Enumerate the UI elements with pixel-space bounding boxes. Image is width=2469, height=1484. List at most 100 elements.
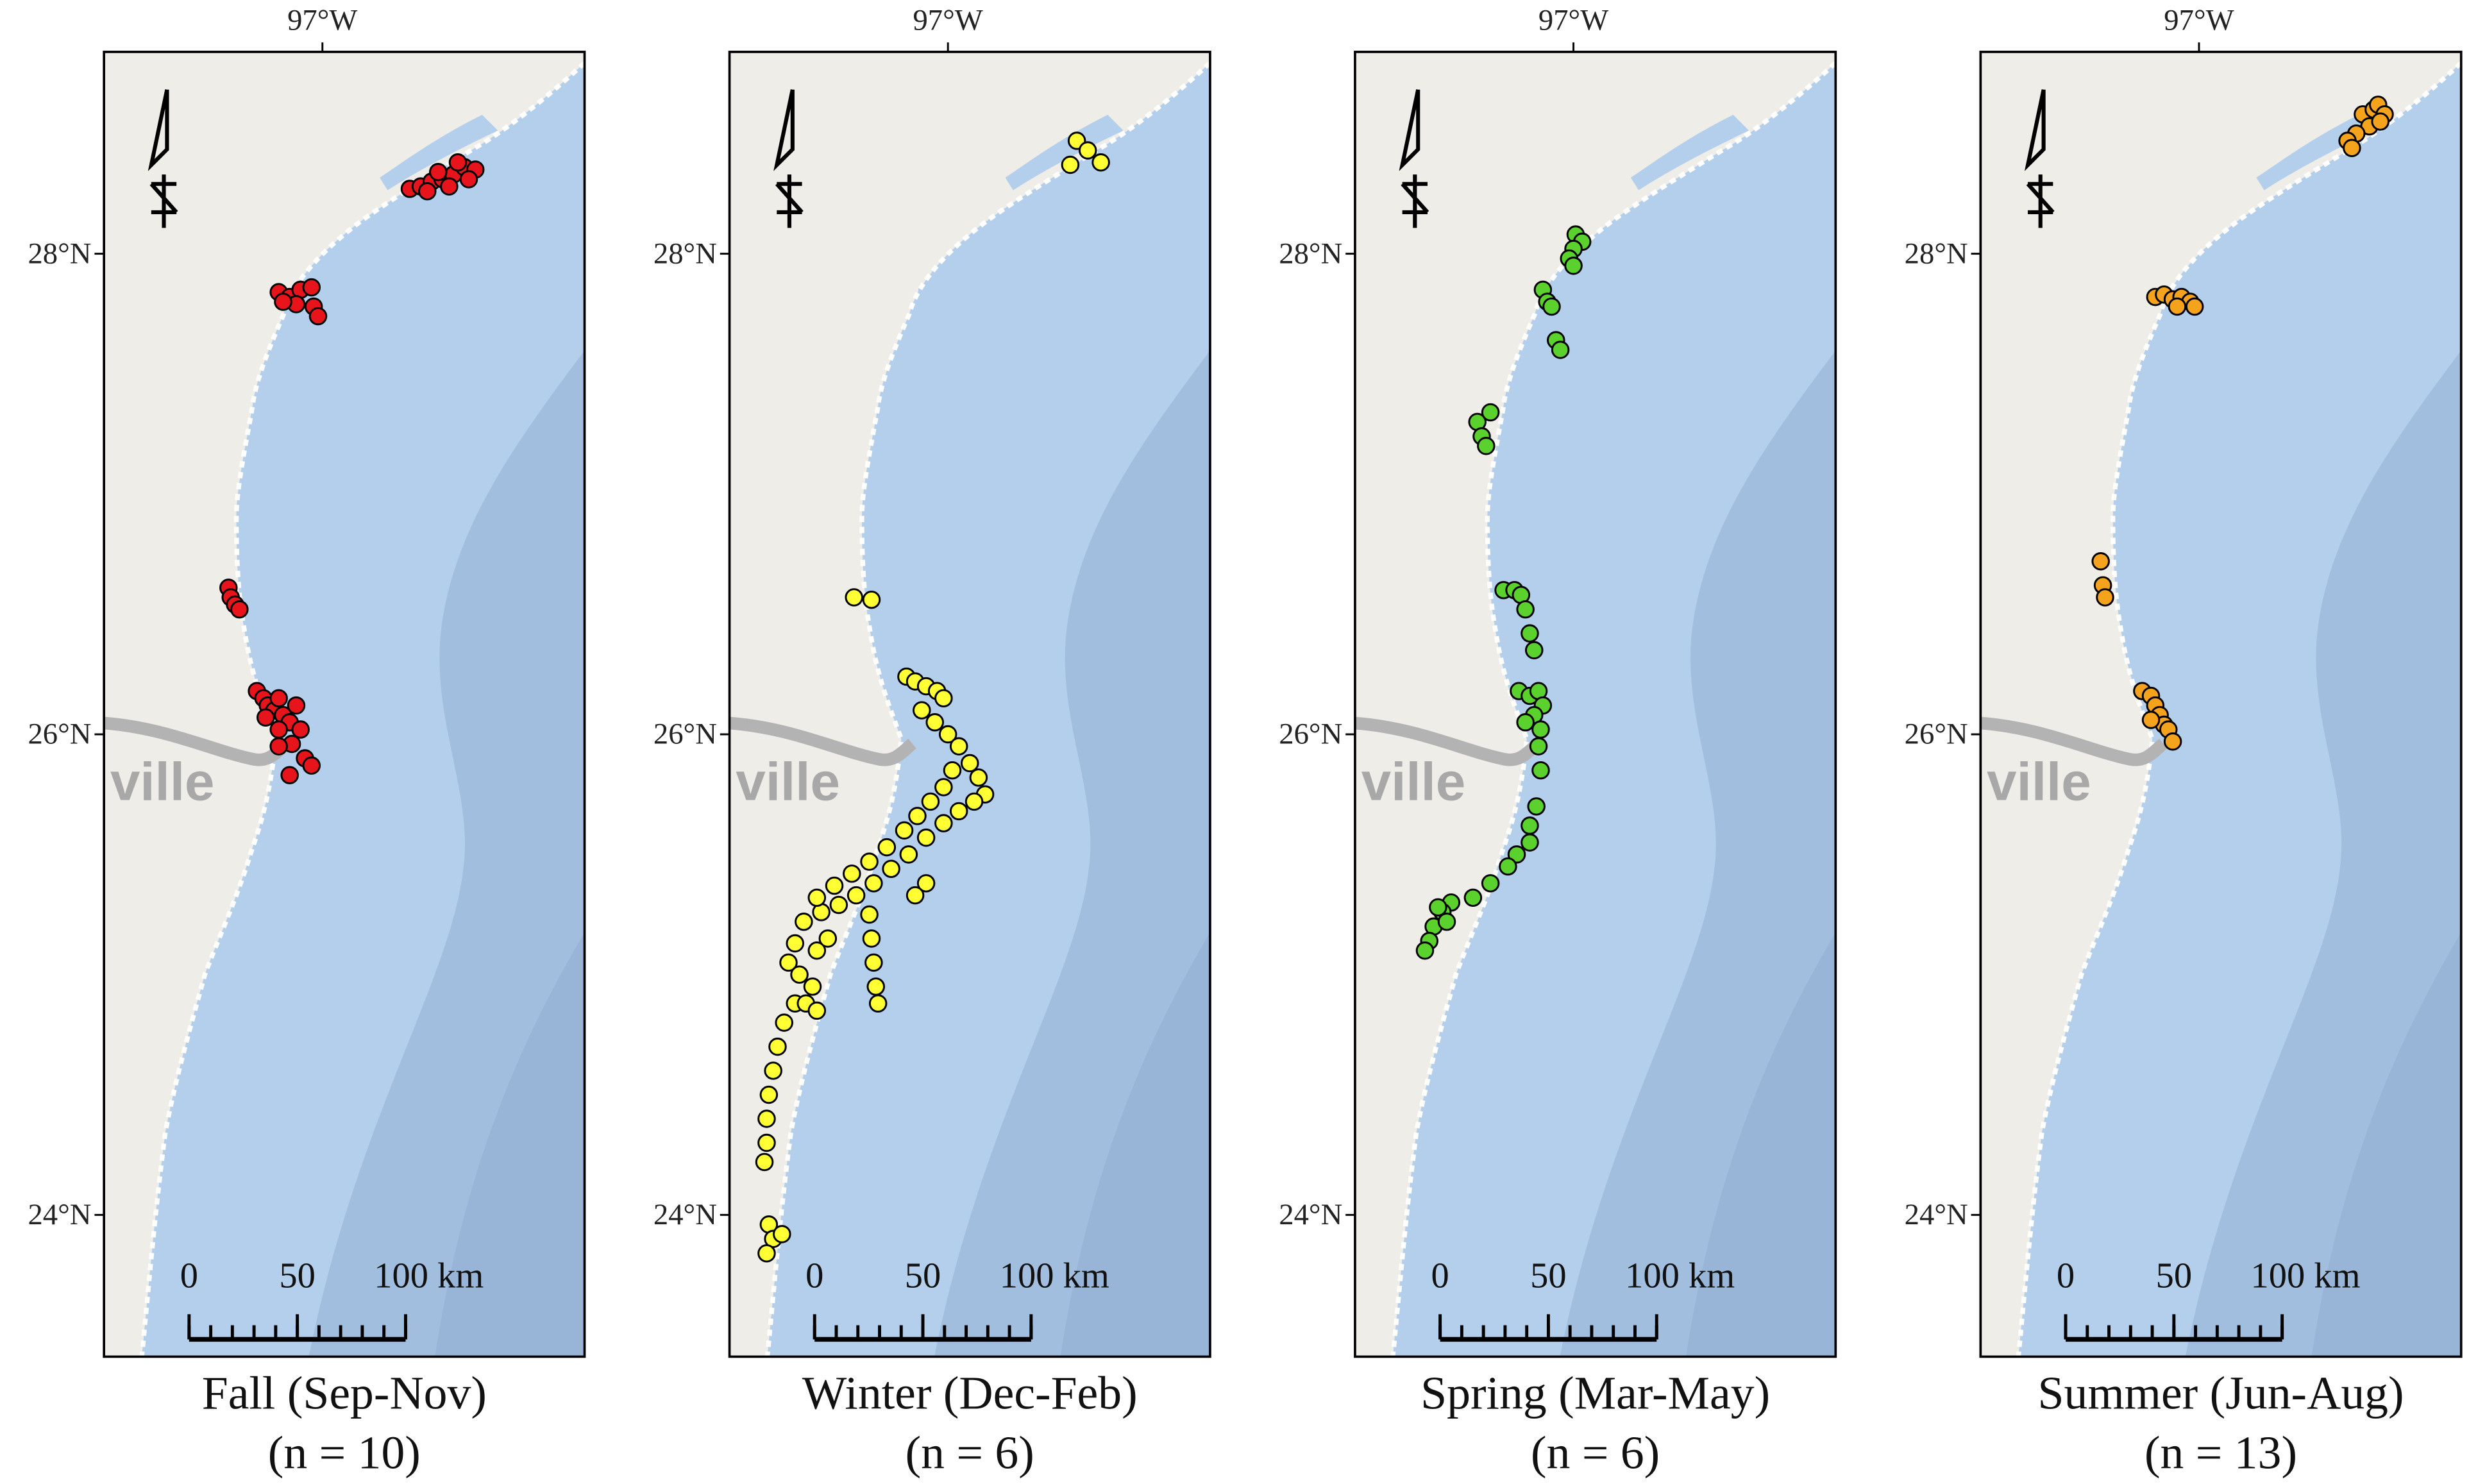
- telemetry-point: [2163, 732, 2182, 751]
- map-panel: ville 97°W 28°N 26°N 24°N 0 50 100 km: [653, 4, 1211, 1358]
- telemetry-point: [256, 708, 275, 727]
- lon-tick-label: 97°W: [287, 4, 357, 37]
- map-panel: ville 97°W 28°N 26°N 24°N 0 50 100 km: [1905, 4, 2463, 1358]
- telemetry-point: [843, 864, 861, 883]
- telemetry-point: [2096, 588, 2114, 607]
- telemetry-point: [2091, 552, 2110, 571]
- telemetry-point: [1521, 624, 1539, 643]
- telemetry-point: [934, 778, 953, 797]
- telemetry-point: [1527, 797, 1546, 816]
- scale-label: 0: [1431, 1256, 1449, 1296]
- telemetry-point: [1531, 720, 1550, 739]
- telemetry-point: [775, 1013, 793, 1032]
- telemetry-point: [773, 1225, 791, 1244]
- telemetry-point: [440, 177, 459, 196]
- telemetry-point: [1463, 888, 1483, 907]
- telemetry-point: [866, 977, 886, 996]
- land: [1354, 51, 1836, 1357]
- telemetry-point: [448, 153, 468, 172]
- telemetry-point: [949, 737, 968, 755]
- telemetry-point: [877, 838, 897, 857]
- telemetry-point: [2343, 139, 2361, 157]
- basemap: ville: [1354, 51, 1836, 1357]
- telemetry-point: [459, 170, 478, 189]
- north-arrow: [773, 89, 804, 228]
- lon-tick-label: 97°W: [913, 4, 982, 37]
- telemetry-point: [882, 859, 900, 879]
- lat-tick-label: 26°N: [653, 718, 717, 751]
- telemetry-point: [860, 905, 879, 924]
- telemetry-point: [1531, 761, 1550, 780]
- telemetry-point: [2168, 297, 2187, 316]
- panel-title: Fall (Sep-Nov): [202, 1366, 487, 1419]
- border: [729, 716, 916, 766]
- scale-label: 0: [180, 1256, 198, 1296]
- telemetry-point: [916, 828, 936, 847]
- scale-label: 100 km: [374, 1256, 484, 1296]
- telemetry-point: [807, 941, 827, 960]
- telemetry-point: [847, 886, 866, 905]
- telemetry-point: [2185, 297, 2204, 316]
- telemetry-point: [864, 953, 883, 972]
- panel-title: Summer (Jun-Aug): [2038, 1366, 2404, 1419]
- telemetry-point: [786, 934, 804, 953]
- panel-frame: [728, 51, 1211, 1358]
- telemetry-point: [925, 713, 944, 732]
- deep-water: [1685, 932, 1836, 1357]
- telemetry-point: [790, 965, 809, 984]
- telemetry-point: [1529, 737, 1548, 755]
- panel-title: Spring (Mar-May): [1420, 1366, 1770, 1419]
- telemetry-point: [1516, 713, 1535, 732]
- telemetry-point: [949, 802, 968, 821]
- basemap-label: ville: [110, 752, 215, 812]
- scale-label: 0: [805, 1256, 823, 1296]
- telemetry-point: [845, 588, 863, 607]
- telemetry-point: [1481, 403, 1500, 422]
- panel-frame: [103, 51, 586, 1358]
- border: [1354, 716, 1542, 766]
- telemetry-point: [1516, 600, 1535, 619]
- deep-water: [435, 932, 585, 1357]
- telemetry-point: [287, 696, 306, 715]
- panel-title: Winter (Dec-Feb): [802, 1366, 1138, 1419]
- telemetry-point: [302, 278, 321, 297]
- telemetry-point: [1477, 437, 1496, 455]
- land: [1980, 51, 2461, 1357]
- telemetry-point: [1437, 913, 1456, 931]
- telemetry-point: [803, 977, 822, 996]
- telemetry-point: [759, 1085, 779, 1104]
- telemetry-point: [943, 761, 962, 780]
- lon-tick-label: 97°W: [1538, 4, 1608, 37]
- telemetry-point: [1521, 816, 1539, 835]
- telemetry-point: [862, 929, 881, 948]
- lagoon: [915, 114, 1124, 319]
- panel-frame: [1354, 51, 1837, 1358]
- telemetry-point: [862, 590, 881, 609]
- telemetry-point: [934, 814, 953, 832]
- telemetry-point: [938, 725, 957, 744]
- scale-label: 50: [2156, 1256, 2193, 1296]
- telemetry-point: [1415, 941, 1435, 960]
- telemetry-point: [807, 888, 827, 907]
- north-arrow: [1399, 89, 1429, 228]
- lat-tick-label: 28°N: [653, 237, 717, 270]
- telemetry-point: [969, 768, 988, 787]
- lat-tick-label: 26°N: [1279, 718, 1342, 751]
- north-arrow: [147, 89, 178, 228]
- telemetry-point: [864, 874, 883, 893]
- telemetry-point: [818, 929, 838, 948]
- deep-water: [2311, 932, 2461, 1357]
- telemetry-point: [868, 994, 888, 1013]
- border: [1980, 716, 2168, 766]
- basemap: ville: [1980, 51, 2461, 1357]
- map-panel: ville 97°W 28°N 26°N 24°N 0 50 100 km: [1279, 4, 1837, 1358]
- lat-tick-label: 26°N: [1905, 718, 1968, 751]
- telemetry-point: [895, 821, 914, 840]
- lat-tick-label: 28°N: [1279, 237, 1342, 270]
- lat-tick-label: 28°N: [1905, 237, 1968, 270]
- telemetry-point: [906, 886, 925, 905]
- land: [104, 51, 585, 1357]
- telemetry-point: [860, 852, 879, 871]
- basemap: ville: [729, 51, 1210, 1357]
- telemetry-point: [1564, 257, 1583, 275]
